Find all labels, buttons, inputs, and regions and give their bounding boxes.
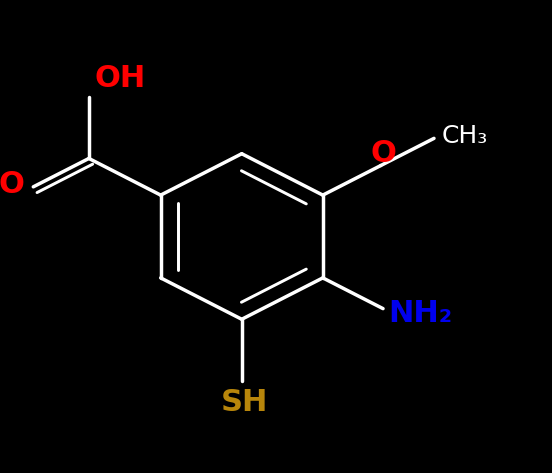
Text: OH: OH <box>94 63 146 93</box>
Text: O: O <box>0 170 25 199</box>
Text: SH: SH <box>221 387 268 417</box>
Text: NH₂: NH₂ <box>389 299 453 328</box>
Text: CH₃: CH₃ <box>442 124 489 148</box>
Text: O: O <box>370 139 396 168</box>
